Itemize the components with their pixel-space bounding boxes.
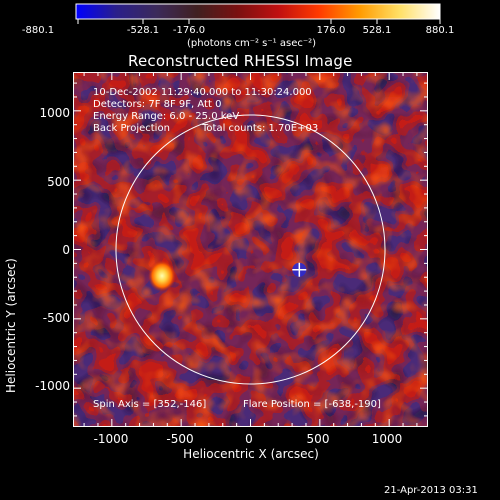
method-label: Back Projection	[93, 123, 170, 134]
energy-range-label: Energy Range: 6.0 - 25.0 keV	[93, 111, 240, 122]
chart-title: Reconstructed RHESSI Image	[128, 52, 353, 70]
footer-date: 21-Apr-2013 03:31	[384, 485, 478, 496]
x-tick-label: -500	[166, 432, 194, 446]
solar-limb-circle	[115, 114, 386, 385]
detectors-label: Detectors: 7F 8F 9F, Att 0	[93, 99, 222, 110]
x-tick-label: 500	[306, 432, 330, 446]
axis-ticks	[73, 72, 428, 427]
y-axis-label: Heliocentric Y (arcsec)	[4, 258, 18, 393]
flare-hot-spot	[148, 259, 177, 292]
y-tick-label: 0	[62, 243, 70, 257]
colorbar	[75, 3, 441, 24]
spin-axis-marker	[292, 262, 307, 277]
plot-area	[73, 72, 428, 427]
colorbar-gradient	[75, 3, 441, 20]
x-tick-label: 1000	[371, 432, 403, 446]
total-counts-label: Total counts: 1.70E+03	[202, 123, 319, 134]
colorbar-tick-label: -880.1	[21, 25, 55, 36]
colorbar-units: (photons cm⁻² s⁻¹ asec⁻²)	[187, 38, 317, 49]
y-tick-label: 500	[47, 175, 70, 189]
x-tick-label: -1000	[93, 432, 129, 446]
x-tick-label: 0	[245, 432, 253, 446]
time-range-label: 10-Dec-2002 11:29:40.000 to 11:30:24.000	[93, 87, 312, 98]
y-tick-label: -500	[42, 311, 70, 325]
spin-axis-label: Spin Axis = [352,-146]	[93, 399, 207, 410]
y-tick-label: -1000	[35, 379, 70, 393]
colorbar-tick-label: 528.1	[362, 25, 392, 36]
y-tick-label: 1000	[39, 106, 70, 120]
flare-position-label: Flare Position = [-638,-190]	[243, 399, 381, 410]
colorbar-tick-label: -176.0	[172, 25, 206, 36]
colorbar-ticks	[77, 19, 441, 24]
heatmap-orange-regions	[73, 72, 428, 427]
colorbar-tick-label: 880.1	[425, 25, 455, 36]
colorbar-tick-label: 176.0	[316, 25, 346, 36]
colorbar-tick-label: -528.1	[126, 25, 160, 36]
x-axis-label: Heliocentric X (arcsec)	[183, 447, 319, 461]
